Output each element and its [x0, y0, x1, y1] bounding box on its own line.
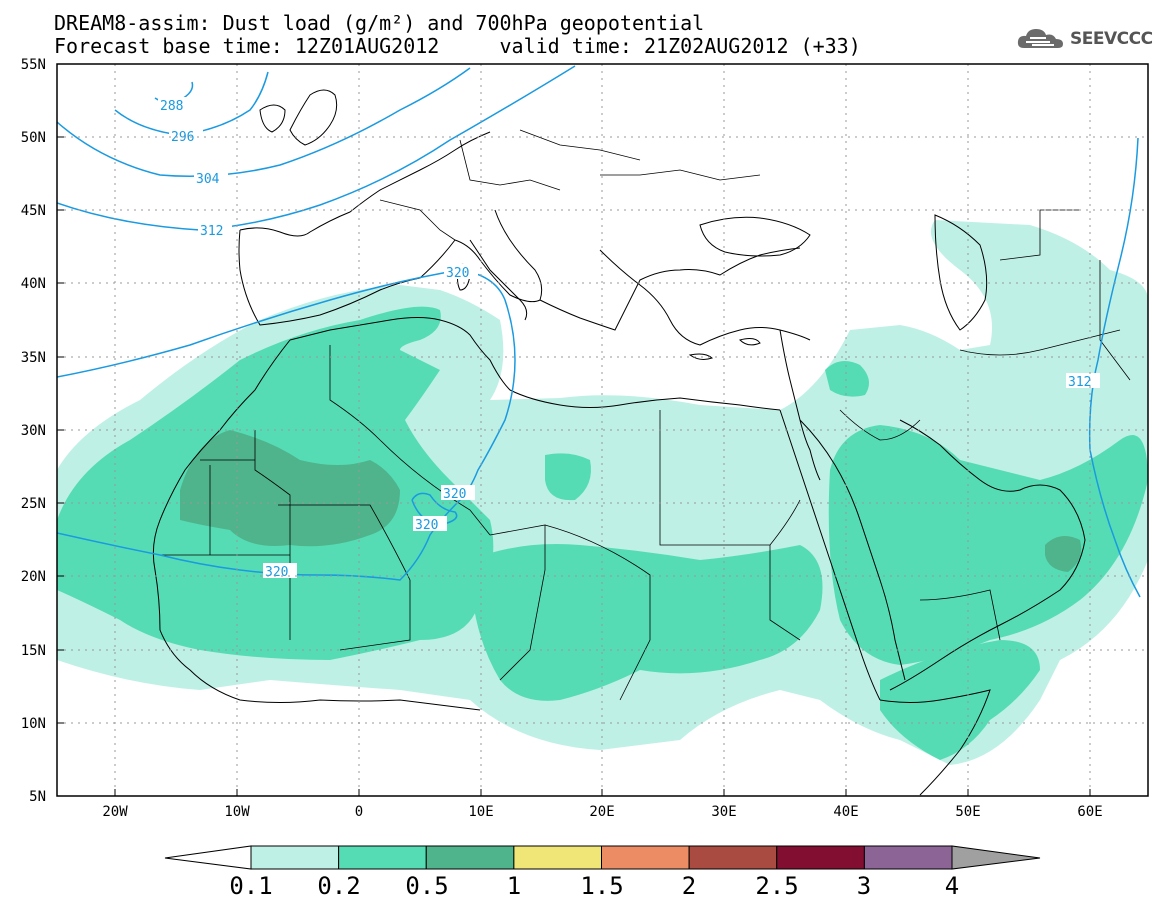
- colorbar-swatch: [425, 845, 515, 870]
- lon-label: 10W: [224, 804, 250, 820]
- latitude-labels: 55N 50N 45N 40N 35N 30N 25N 20N 15N 10N …: [21, 57, 46, 805]
- contour-label: 320: [443, 487, 466, 502]
- colorbar-swatch: [601, 845, 690, 870]
- lon-label: 40E: [833, 804, 858, 820]
- colorbar-label: 0.1: [229, 872, 273, 900]
- lat-label: 25N: [21, 496, 46, 512]
- colorbar-swatch: [513, 845, 602, 870]
- cloud-icon: [1017, 29, 1063, 48]
- contour-label: 320: [265, 565, 288, 580]
- contour-label: 312: [200, 224, 223, 239]
- colorbar-swatch: [688, 845, 778, 870]
- lon-label: 60E: [1077, 804, 1102, 820]
- longitude-labels: 20W 10W 0 10E 20E 30E 40E 50E 60E: [102, 804, 1102, 820]
- contour-label: 288: [160, 99, 183, 114]
- colorbar-label: 2: [681, 872, 697, 900]
- graticule: [57, 64, 1148, 796]
- lon-label: 50E: [955, 804, 980, 820]
- colorbar-label: 3: [856, 872, 872, 900]
- colorbar-swatch: [776, 845, 865, 870]
- colorbar-swatch: [250, 845, 340, 870]
- seevccc-logo: SEEVCCC: [1016, 26, 1153, 52]
- colorbar-label: 1: [506, 872, 522, 900]
- colorbar-label: 4: [944, 872, 960, 900]
- colorbar: [164, 845, 1041, 870]
- colorbar-high-arrow: [951, 845, 1041, 870]
- lon-label: 0: [355, 804, 363, 820]
- colorbar-low-arrow: [164, 845, 252, 870]
- colorbar-swatch: [863, 845, 953, 870]
- map-title: DREAM8-assim: Dust load (g/m²) and 700hP…: [54, 11, 705, 35]
- contour-labels: 288 296 304 312 320 320 320 320 312: [158, 97, 1100, 580]
- contour-296: [114, 71, 269, 136]
- contour-304: [57, 67, 471, 177]
- lat-label: 45N: [21, 203, 46, 219]
- country-borders: [160, 129, 1131, 701]
- lat-label: 15N: [21, 643, 46, 659]
- logo-text: SEEVCCC: [1070, 29, 1153, 49]
- contour-label: 296: [171, 130, 194, 145]
- lon-label: 10E: [468, 804, 493, 820]
- lat-label: 50N: [21, 130, 46, 146]
- contour-label: 320: [446, 266, 469, 281]
- dust-band-0.5: [180, 430, 400, 547]
- dust-band-0.2-iran: [825, 361, 869, 397]
- contour-312: [57, 65, 576, 231]
- contour-label: 312: [1068, 375, 1091, 390]
- forecast-time-subtitle: Forecast base time: 12Z01AUG2012 valid t…: [54, 34, 861, 58]
- lat-label: 20N: [21, 569, 46, 585]
- axis-ticks: [57, 136, 1091, 796]
- dust-band-0.2-egypt: [545, 453, 591, 501]
- lat-label: 30N: [21, 423, 46, 439]
- dust-band-0.2-arabia: [828, 425, 1148, 665]
- lat-label: 5N: [29, 789, 46, 805]
- lat-label: 55N: [21, 57, 46, 73]
- lat-label: 40N: [21, 276, 46, 292]
- contour-320-a: [57, 269, 516, 581]
- colorbar-label: 2.5: [755, 872, 799, 900]
- lon-label: 20E: [589, 804, 614, 820]
- colorbar-label: 1.5: [580, 872, 624, 900]
- lon-label: 30E: [711, 804, 736, 820]
- contour-label: 320: [415, 518, 438, 533]
- dust-band-0.2-somalia: [880, 640, 1040, 760]
- colorbar-label: 0.2: [317, 872, 361, 900]
- contour-label: 304: [196, 172, 220, 187]
- colorbar-swatch: [338, 845, 427, 870]
- dust-band-0.2-sahel: [470, 544, 823, 701]
- dust-band-0.5-oman: [1045, 536, 1082, 572]
- colorbar-label: 0.5: [405, 872, 449, 900]
- lat-label: 35N: [21, 350, 46, 366]
- lat-label: 10N: [21, 716, 46, 732]
- lon-label: 20W: [102, 804, 128, 820]
